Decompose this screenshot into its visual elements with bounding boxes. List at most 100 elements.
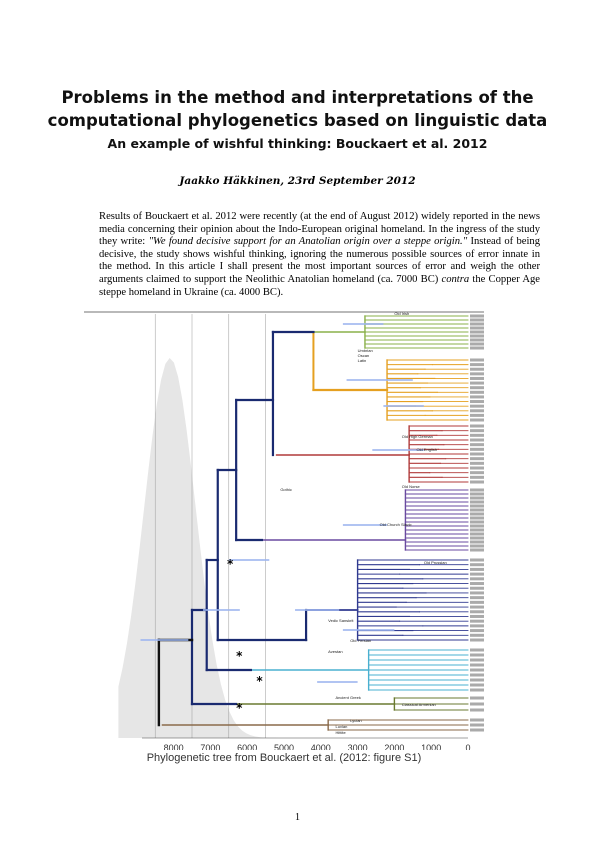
leaf-label-275	[470, 723, 484, 727]
leaf-label-161	[470, 540, 484, 544]
leaf-label-264	[470, 702, 484, 706]
clade-label-avestan: Avestan	[328, 649, 342, 654]
leaf-label-164	[470, 544, 484, 548]
time-axis-ticks: 8000 7000 6000 5000 4000 3000 2000 1000 0	[164, 743, 471, 750]
leaf-label-158	[470, 536, 484, 540]
abstract-part-2: Instead of being decisive, the study sho…	[99, 236, 540, 285]
leaf-label-237	[470, 658, 484, 662]
clade-label-ancient-greek: Ancient Greek	[336, 695, 361, 700]
leaf-label-69	[470, 413, 484, 417]
leaf-label-221	[470, 633, 484, 637]
leaf-labels	[470, 314, 484, 732]
leaf-label-60	[470, 400, 484, 404]
leaf-label-224	[470, 638, 484, 642]
clade-label-old-norse: Old Norse	[402, 484, 421, 489]
clade-label-old-persian: Old Persian	[350, 638, 371, 643]
leaf-label-194	[470, 591, 484, 595]
leaf-label-203	[470, 605, 484, 609]
leaf-label-246	[470, 673, 484, 677]
leaf-label-149	[470, 524, 484, 528]
leaf-label-209	[470, 614, 484, 618]
leaf-label-72	[470, 418, 484, 422]
hpd-bars	[140, 323, 424, 683]
clade-label-lycian: Lycian	[350, 718, 361, 723]
leaf-label-6	[470, 318, 484, 322]
leaf-label-12	[470, 326, 484, 330]
title-line-1: Problems in the method and interpretatio…	[61, 88, 534, 107]
abstract-contra: contra	[441, 273, 470, 285]
leaf-label-18	[470, 334, 484, 338]
asterisk-marks: * * * *	[227, 557, 263, 715]
leaf-label-152	[470, 528, 484, 532]
leaf-label-54	[470, 390, 484, 394]
abstract-quote: "We found decisive support for an Anatol…	[148, 236, 468, 248]
leaf-label-240	[470, 663, 484, 667]
leaf-label-131	[470, 500, 484, 504]
leaf-label-9	[470, 322, 484, 326]
clade-label-old-english: Old English	[416, 447, 436, 452]
tick-label-6: 2000	[384, 743, 404, 750]
tree-branches	[157, 315, 469, 731]
leaf-label-185	[470, 577, 484, 581]
leaf-label-212	[470, 619, 484, 623]
leaf-label-92	[470, 443, 484, 447]
root-age-density	[118, 358, 332, 738]
leaf-label-249	[470, 678, 484, 682]
asterisk-3: *	[236, 701, 243, 715]
clade-label-luvian: Luvian	[336, 724, 348, 729]
leaf-label-83	[470, 429, 484, 433]
leaf-label-107	[470, 466, 484, 470]
leaf-label-57	[470, 395, 484, 399]
leaf-label-95	[470, 447, 484, 451]
clade-label-hittite: Hittite	[336, 730, 347, 735]
tick-label-8: 0	[465, 743, 470, 750]
leaf-label-182	[470, 572, 484, 576]
clade-label-oscan: Oscan	[358, 353, 370, 358]
leaf-label-272	[470, 718, 484, 722]
leaf-label-48	[470, 381, 484, 385]
subtitle: An example of wishful thinking: Bouckaer…	[107, 136, 488, 151]
clade-label-old-high-german: Old High German	[402, 434, 433, 439]
title-line-2: computational phylogenetics based on lin…	[47, 111, 548, 130]
leaf-label-261	[470, 696, 484, 700]
leaf-label-215	[470, 624, 484, 628]
leaf-label-188	[470, 582, 484, 586]
clade-label-vedic: Vedic Sanskrit	[328, 618, 354, 623]
asterisk-1: *	[236, 649, 243, 663]
leaf-label-24	[470, 342, 484, 346]
leaf-label-21	[470, 338, 484, 342]
tick-label-3: 5000	[274, 743, 294, 750]
clade-label-old-irish: Old Irish	[394, 311, 409, 316]
tick-label-4: 4000	[311, 743, 331, 750]
leaf-label-234	[470, 653, 484, 657]
asterisk-0: *	[227, 557, 234, 571]
leaf-label-218	[470, 629, 484, 633]
leaf-label-45	[470, 376, 484, 380]
leaf-label-200	[470, 600, 484, 604]
time-gridlines	[154, 314, 266, 738]
leaf-label-66	[470, 409, 484, 413]
tick-label-0: 8000	[164, 743, 184, 750]
abstract-part-3: the Copper Age steppe homeland in Ukrain…	[99, 273, 540, 298]
leaf-label-167	[470, 548, 484, 552]
leaf-label-98	[470, 452, 484, 456]
leaf-label-125	[470, 492, 484, 496]
leaf-label-155	[470, 532, 484, 536]
abstract-paragraph: Results of Bouckaert et al. 2012 were re…	[99, 211, 540, 299]
leaf-label-278	[470, 728, 484, 732]
leaf-label-80	[470, 424, 484, 428]
leaf-label-51	[470, 386, 484, 390]
leaf-label-128	[470, 496, 484, 500]
figure-caption: Phylogenetic tree from Bouckaert et al. …	[146, 752, 422, 764]
leaf-label-42	[470, 372, 484, 376]
leaf-label-104	[470, 461, 484, 465]
leaf-label-39	[470, 367, 484, 371]
clade-label-umbrian: Umbrian	[358, 348, 373, 353]
tick-label-1: 7000	[200, 743, 220, 750]
leaf-label-110	[470, 471, 484, 475]
leaf-label-15	[470, 330, 484, 334]
leaf-label-86	[470, 433, 484, 437]
leaf-label-191	[470, 586, 484, 590]
leaf-label-267	[470, 708, 484, 712]
leaf-label-206	[470, 610, 484, 614]
